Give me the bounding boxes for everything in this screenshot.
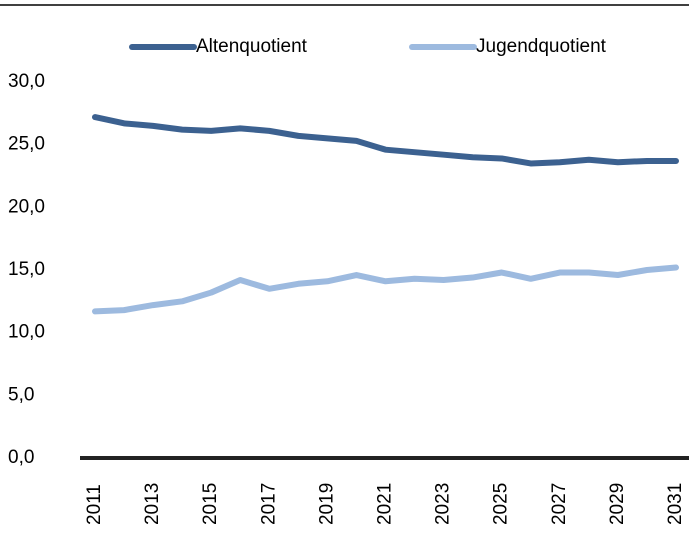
- legend-label: Altenquotient: [196, 36, 308, 57]
- y-tick-label: 10,0: [8, 322, 45, 343]
- data-line: [92, 264, 679, 315]
- y-tick-label: 25,0: [8, 134, 45, 155]
- x-tick-label: 2027: [549, 483, 570, 525]
- x-tick-label: 2021: [375, 483, 396, 525]
- x-tick-label: 2017: [258, 483, 279, 525]
- x-tick-label: 2025: [491, 483, 512, 525]
- y-tick-label: 5,0: [8, 384, 34, 405]
- x-tick-label: 2029: [607, 483, 628, 525]
- data-line: [92, 114, 679, 167]
- x-tick-label: 2013: [142, 483, 163, 525]
- legend-label: Jugendquotient: [476, 36, 607, 57]
- x-tick-label: 2031: [665, 483, 686, 525]
- x-tick-label: 2011: [84, 484, 105, 525]
- y-tick-label: 20,0: [8, 196, 45, 217]
- y-tick-label: 15,0: [8, 259, 45, 280]
- y-tick-label: 0,0: [8, 447, 34, 468]
- y-tick-label: 30,0: [8, 71, 45, 92]
- x-tick-label: 2019: [316, 483, 337, 525]
- x-tick-label: 2023: [433, 483, 454, 525]
- x-tick-label: 2015: [200, 483, 221, 525]
